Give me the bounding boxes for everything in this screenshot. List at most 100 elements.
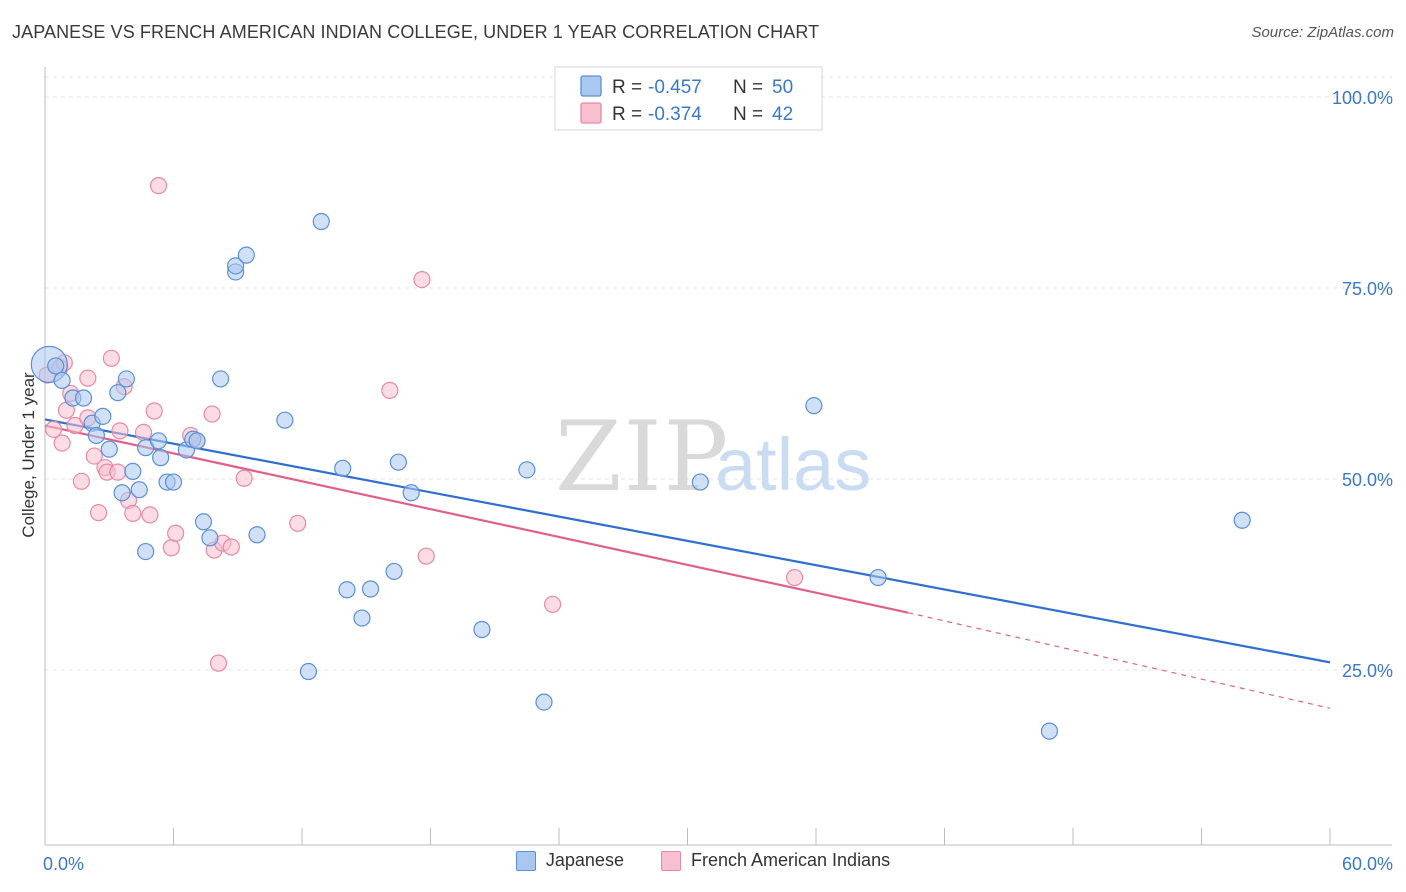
point-japanese — [535, 693, 553, 711]
point-french — [124, 504, 142, 522]
legend-n-label-1: N = — [733, 77, 763, 98]
point-japanese — [152, 449, 170, 467]
point-japanese — [87, 426, 106, 445]
point-french — [44, 420, 63, 438]
point-french — [413, 270, 431, 289]
point-japanese — [53, 371, 71, 390]
legend-swatch-french-bottom — [660, 850, 681, 871]
point-japanese — [248, 526, 266, 544]
point-french — [543, 595, 562, 613]
point-french — [222, 538, 240, 556]
point-japanese — [212, 370, 230, 388]
point-japanese — [518, 461, 536, 479]
point-french — [111, 422, 129, 440]
point-japanese — [1040, 722, 1059, 740]
point-japanese — [113, 484, 131, 502]
point-french — [102, 349, 120, 367]
point-japanese — [402, 484, 420, 502]
point-japanese — [100, 440, 118, 458]
point-japanese — [353, 609, 371, 627]
point-japanese — [361, 580, 380, 598]
point-japanese — [47, 357, 65, 375]
gridlines — [45, 76, 1392, 671]
y-tick-labels: 25.0% 50.0% 75.0% 100.0% — [1332, 88, 1393, 681]
y-axis-label: College, Under 1 year — [19, 372, 38, 538]
point-french — [149, 177, 168, 195]
point-japanese — [164, 473, 183, 491]
watermark: ZIP atlas — [555, 401, 871, 513]
point-japanese — [227, 257, 245, 275]
legend-box: R = -0.457 N = 50 R = -0.374 N = 42 — [554, 66, 823, 131]
y-tick-label: 50.0% — [1342, 470, 1393, 490]
y-tick-label: 75.0% — [1342, 279, 1393, 299]
point-french — [141, 506, 159, 524]
point-japanese — [188, 432, 206, 450]
point-french — [381, 381, 399, 399]
point-french — [134, 423, 153, 441]
x-tick-labels: 0.0% 60.0% — [43, 854, 1393, 874]
point-french — [72, 472, 91, 490]
point-japanese — [237, 246, 255, 264]
point-japanese — [312, 212, 330, 231]
point-japanese — [389, 453, 407, 471]
point-french — [203, 405, 221, 423]
point-japanese — [137, 542, 155, 561]
legend-item-japanese[interactable]: Japanese — [515, 850, 624, 871]
x-tick-label-max: 60.0% — [1342, 854, 1393, 874]
trend-line-french-dashed — [907, 612, 1331, 709]
legend-r-label-1: R = — [612, 77, 642, 98]
point-japanese — [299, 662, 318, 681]
axes — [44, 67, 1392, 846]
point-french — [785, 568, 804, 587]
point-japanese — [109, 384, 127, 402]
legend-n-label-2: N = — [733, 104, 763, 125]
point-french — [167, 524, 185, 542]
point-french — [85, 447, 103, 465]
point-japanese — [117, 370, 135, 388]
point-japanese — [691, 473, 709, 491]
legend-r-value-2: -0.374 — [648, 104, 702, 125]
point-french — [109, 463, 127, 481]
point-japanese — [869, 568, 887, 587]
point-japanese — [94, 407, 112, 425]
point-french — [145, 402, 163, 420]
point-french — [417, 547, 435, 565]
watermark-atlas: atlas — [715, 423, 871, 506]
legend-item-french[interactable]: French American Indians — [660, 850, 891, 871]
point-french — [235, 469, 253, 487]
chart-title: JAPANESE VS FRENCH AMERICAN INDIAN COLLE… — [12, 22, 820, 42]
legend-r-value-1: -0.457 — [648, 77, 702, 98]
point-french — [66, 416, 84, 435]
y-tick-label: 25.0% — [1342, 661, 1393, 681]
legend-n-value-2: 42 — [772, 104, 793, 125]
legend-swatch-french — [580, 102, 602, 124]
trend-line-japanese — [44, 418, 1331, 664]
legend-swatch-japanese — [580, 75, 602, 97]
legend-r-label-2: R = — [612, 104, 642, 125]
point-french — [79, 369, 97, 387]
point-french — [162, 539, 180, 557]
point-japanese — [149, 432, 168, 450]
points — [30, 177, 1251, 740]
point-french — [53, 434, 71, 452]
point-japanese — [194, 513, 213, 531]
legend-label-french: French American Indians — [690, 850, 891, 870]
source-label: Source: ZipAtlas.com — [1251, 24, 1394, 41]
point-french — [289, 514, 307, 532]
x-tick-label-min: 0.0% — [43, 854, 84, 874]
point-japanese — [276, 411, 294, 429]
point-japanese — [130, 481, 148, 499]
point-japanese — [201, 529, 219, 547]
point-japanese — [1233, 511, 1251, 529]
point-french — [209, 654, 228, 672]
legend-n-value-1: 50 — [772, 77, 793, 98]
point-japanese — [124, 462, 142, 480]
y-tick-label: 100.0% — [1332, 88, 1393, 108]
legend-label-japanese: Japanese — [545, 850, 624, 870]
point-japanese — [385, 562, 403, 581]
watermark-zip: ZIP — [555, 401, 730, 513]
point-japanese — [334, 459, 352, 477]
point-french — [89, 504, 108, 522]
point-japanese — [74, 389, 93, 407]
